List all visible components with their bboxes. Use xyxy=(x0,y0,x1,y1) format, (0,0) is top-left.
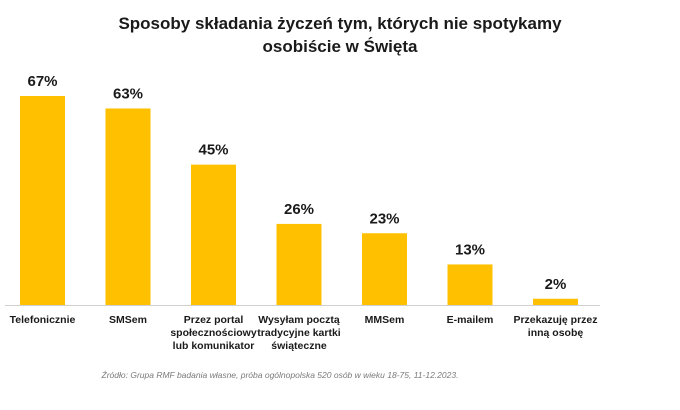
data-label: 23% xyxy=(369,210,399,227)
data-label: 45% xyxy=(198,142,228,159)
bar xyxy=(191,164,236,305)
data-label: 13% xyxy=(455,241,485,258)
category-label: Telefonicznie xyxy=(10,314,76,326)
data-label: 63% xyxy=(113,85,143,102)
category-label: SMSem xyxy=(109,314,147,326)
data-label: 26% xyxy=(284,201,314,218)
source-note: Źródło: Grupa RMF badania własne, próba … xyxy=(101,370,459,380)
data-label: 67% xyxy=(27,73,57,90)
bar xyxy=(447,264,493,305)
bar xyxy=(105,108,151,305)
category-label: MMSem xyxy=(365,314,405,326)
category-label: Przekazuję przez inną osobę xyxy=(513,314,597,339)
bar xyxy=(20,96,65,305)
chart-title: Sposoby składania życzeń tym, których ni… xyxy=(118,14,562,56)
bar xyxy=(362,233,407,305)
category-label: E-mailem xyxy=(447,314,494,326)
bar xyxy=(533,298,578,305)
category-label: Przez portal społecznościowy lub komunikat… xyxy=(170,314,257,352)
bar xyxy=(276,223,322,305)
category-label: Wysyłam pocztą tradycyjne kartki świąteczn… xyxy=(257,314,341,352)
data-label: 2% xyxy=(545,276,567,293)
